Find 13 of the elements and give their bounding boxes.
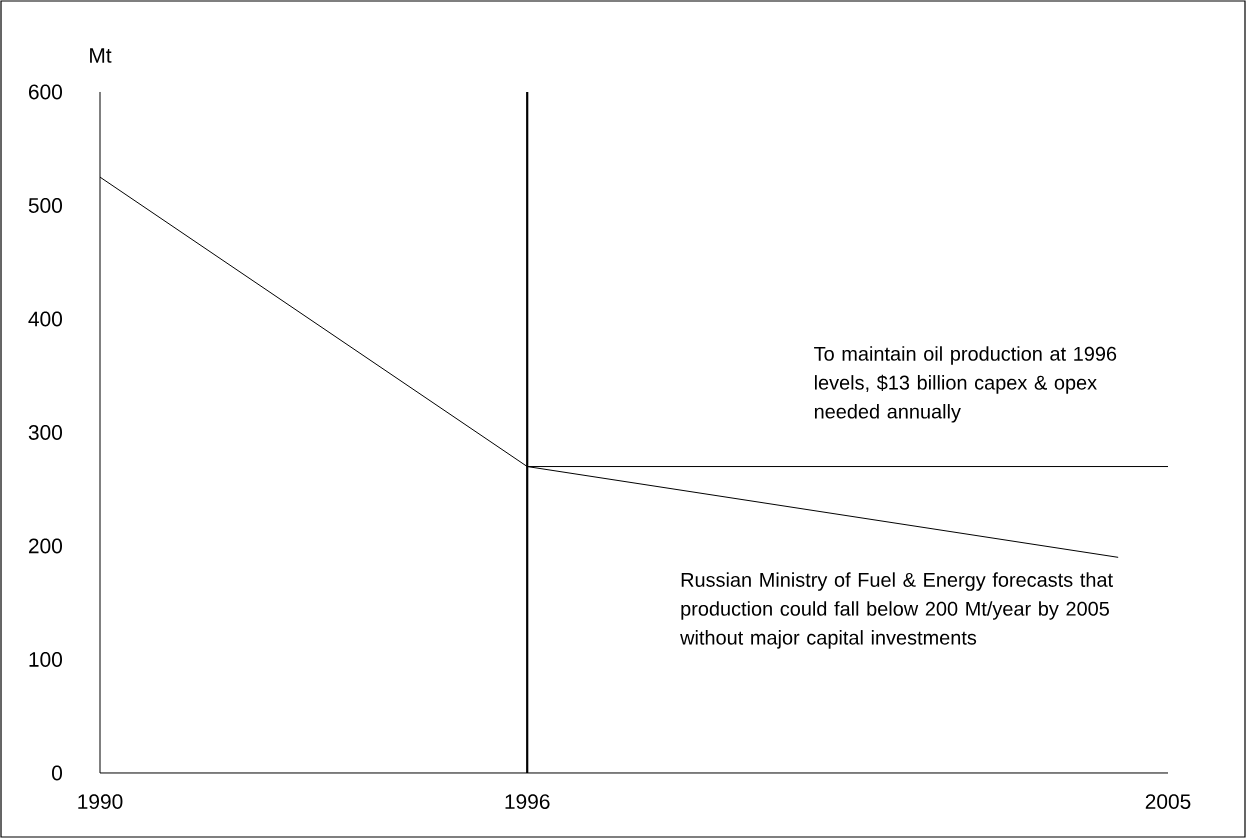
x-tick-label: 2005 [1145, 794, 1191, 809]
y-tick-label: 600 [28, 84, 63, 100]
y-tick-label: 200 [28, 538, 63, 554]
y-tick-label: 400 [28, 311, 63, 327]
annotation: Russian Ministry of Fuel & Energy forecasts that production could fall below 200 Mt/year by 2005 without major capital investments [680, 572, 1113, 649]
y-tick-label: 300 [28, 425, 63, 440]
y-tick-label: 100 [29, 652, 63, 667]
annotation: To maintain oil production at 1996 levels, $13 billion capex & opex needed annually [814, 346, 1117, 423]
y-tick-label: 500 [28, 198, 63, 213]
x-tick-label: 1990 [78, 794, 123, 809]
x-tick-label: 1996 [505, 794, 550, 809]
y-axis-title: Mt [90, 48, 112, 63]
y-tick-label: 0 [52, 765, 63, 781]
